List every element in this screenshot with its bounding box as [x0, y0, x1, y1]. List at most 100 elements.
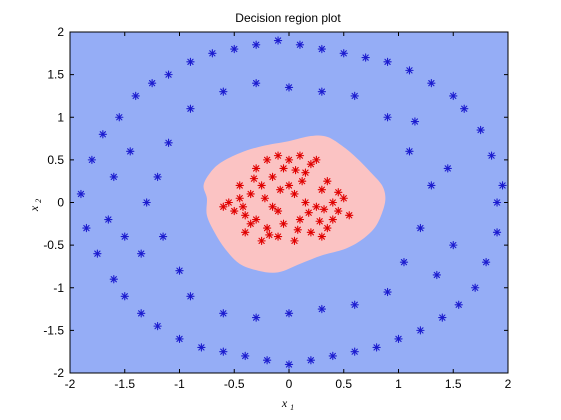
inner-class-point: [273, 232, 283, 241]
outer-class-point: [405, 147, 414, 156]
x-tick-label: 1.5: [445, 377, 462, 391]
outer-class-point: [492, 228, 502, 237]
outer-class-point: [498, 181, 507, 190]
outer-class-point: [241, 351, 250, 361]
outer-class-point: [186, 292, 195, 301]
outer-class-point: [175, 266, 184, 275]
outer-class-point: [219, 87, 228, 96]
inner-class-point: [219, 202, 228, 211]
inner-class-point: [323, 177, 332, 186]
y-tick-label: -1: [53, 281, 64, 295]
outer-class-point: [126, 147, 135, 156]
outer-class-point: [449, 240, 458, 250]
y-tick-label: -2: [53, 366, 64, 380]
inner-class-point: [315, 217, 324, 226]
inner-class-point: [273, 206, 283, 216]
outer-class-point: [443, 164, 452, 173]
outer-class-point: [476, 125, 485, 135]
inner-class-point: [262, 223, 272, 233]
outer-class-point: [295, 40, 305, 49]
outer-class-point: [252, 40, 261, 49]
y-tick-label: -1.5: [43, 323, 64, 337]
outer-class-point: [339, 49, 348, 58]
inner-class-point: [293, 225, 302, 234]
outer-class-point: [87, 155, 97, 165]
y-axis-label: x 2: [27, 199, 43, 212]
inner-class-point: [252, 164, 261, 173]
outer-class-point: [454, 300, 463, 309]
x-axis-label-text: x: [281, 396, 288, 410]
inner-class-point: [265, 230, 274, 240]
inner-class-point: [246, 189, 255, 199]
x-tick-label: 0: [286, 377, 293, 391]
x-tick-label: -1: [174, 377, 185, 391]
y-tick-label: 2: [57, 25, 64, 39]
inner-class-point: [317, 185, 327, 194]
outer-class-point: [109, 172, 118, 182]
inner-class-point: [279, 219, 288, 228]
outer-class-point: [137, 309, 146, 318]
inner-class-point: [304, 208, 313, 217]
outer-class-point: [158, 232, 168, 241]
outer-class-point: [328, 351, 337, 361]
inner-class-point: [257, 181, 266, 190]
x-tick-label: 0.5: [335, 377, 352, 391]
outer-class-point: [98, 130, 107, 139]
inner-class-point: [224, 198, 233, 207]
outer-class-point: [372, 343, 381, 352]
outer-class-point: [230, 44, 239, 54]
outer-class-point: [147, 79, 157, 88]
inner-class-point: [334, 206, 343, 216]
inner-class-point: [306, 228, 316, 237]
x-tick-label: 2: [505, 377, 512, 391]
x-axis-label-subscript: 1: [290, 403, 294, 412]
outer-class-point: [492, 198, 502, 207]
inner-class-point: [290, 189, 299, 199]
inner-class-point: [301, 168, 310, 177]
outer-class-point: [175, 334, 184, 344]
outer-class-point: [153, 172, 162, 182]
outer-class-point: [361, 53, 370, 62]
outer-class-point: [153, 321, 162, 331]
outer-class-point: [306, 356, 316, 365]
x-tick-label: -0.5: [224, 377, 245, 391]
y-tick-label: 0.5: [47, 153, 64, 167]
outer-class-point: [449, 91, 458, 101]
inner-class-point: [230, 206, 239, 216]
outer-class-point: [82, 223, 91, 233]
outer-class-point: [284, 83, 294, 92]
outer-class-point: [416, 223, 425, 233]
outer-class-point: [438, 313, 447, 322]
outer-class-point: [115, 113, 124, 122]
y-axis-label-subscript: 2: [34, 199, 43, 203]
outer-class-point: [427, 79, 436, 88]
inner-class-point: [241, 228, 250, 237]
outer-class-point: [350, 347, 359, 356]
outer-class-point: [427, 181, 436, 190]
inner-class-point: [328, 215, 337, 224]
inner-class-point: [290, 236, 299, 246]
outer-class-point: [164, 138, 173, 147]
outer-class-point: [262, 356, 272, 365]
y-tick-label: 1: [57, 110, 64, 124]
inner-class-point: [284, 181, 294, 190]
axes: -2 -1.5 -1 -0.5 0 0.5 1 1.5 2 -2 -1.5 -1 -0.5 0 0.5 1 1.…: [43, 25, 511, 391]
inner-class-point: [246, 219, 255, 228]
outer-class-point: [197, 343, 206, 352]
outer-class-point: [252, 313, 261, 322]
inner-class-point: [345, 211, 354, 220]
outer-class-point: [416, 326, 425, 335]
inner-class-point: [291, 165, 300, 175]
inner-class-point: [257, 236, 266, 246]
outer-class-point: [120, 292, 129, 301]
plot-area: [70, 32, 508, 373]
outer-class-point: [470, 283, 480, 292]
inner-class-point: [297, 177, 307, 186]
inner-class-point: [279, 164, 288, 173]
inner-class-point: [249, 174, 259, 183]
outer-class-point: [93, 249, 102, 258]
outer-class-point: [208, 49, 217, 58]
outer-class-point: [104, 215, 113, 224]
outer-class-point: [131, 91, 140, 101]
